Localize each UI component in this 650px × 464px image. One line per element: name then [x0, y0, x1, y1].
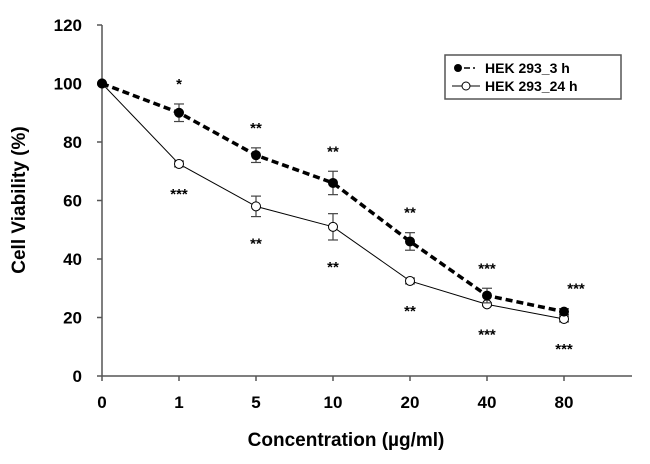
y-tick-label: 40	[63, 250, 82, 269]
significance-label: *	[176, 76, 182, 93]
x-tick-label: 5	[251, 393, 260, 412]
x-tick-label: 1	[174, 393, 183, 412]
significance-label: **	[327, 143, 339, 160]
y-tick-label: 60	[63, 192, 82, 211]
significance-label: **	[404, 205, 416, 222]
data-point	[251, 150, 261, 161]
significance-label: ***	[567, 281, 585, 298]
x-tick-label: 10	[324, 393, 343, 412]
data-point	[174, 107, 184, 118]
data-point	[405, 236, 415, 247]
x-tick-label: 40	[478, 393, 497, 412]
y-tick-label: 120	[54, 16, 82, 35]
legend: HEK 293_3 h HEK 293_24 h	[444, 54, 622, 100]
significance-label: **	[404, 303, 416, 320]
x-tick-label: 80	[555, 393, 574, 412]
significance-label: ***	[478, 260, 496, 277]
x-tick-label: 20	[401, 393, 420, 412]
data-point	[251, 201, 261, 212]
y-axis-label: Cell Viability (%)	[9, 126, 30, 273]
data-point	[559, 306, 569, 317]
significance-label: ***	[555, 341, 573, 358]
y-tick-label: 20	[63, 309, 82, 328]
legend-label-24h: HEK 293_24 h	[485, 78, 578, 94]
y-tick-label: 80	[63, 133, 82, 152]
data-point	[97, 78, 107, 89]
legend-filled-circle-icon	[454, 64, 462, 72]
data-point	[174, 158, 184, 169]
y-tick-label: 100	[54, 75, 82, 94]
x-tick-label: 0	[97, 393, 106, 412]
significance-label: **	[250, 236, 262, 253]
data-point	[482, 290, 492, 301]
legend-label-3h: HEK 293_3 h	[485, 60, 570, 76]
significance-label: ***	[170, 186, 188, 203]
x-axis-label: Concentration (µg/ml)	[248, 430, 445, 451]
significance-label: **	[250, 120, 262, 137]
legend-open-circle-icon	[461, 81, 471, 91]
significance-label: ***	[478, 326, 496, 343]
data-point	[328, 221, 338, 232]
data-point	[405, 275, 415, 286]
y-tick-label: 0	[73, 367, 82, 386]
data-point	[328, 177, 338, 188]
significance-label: **	[327, 259, 339, 276]
legend-box	[444, 54, 622, 100]
